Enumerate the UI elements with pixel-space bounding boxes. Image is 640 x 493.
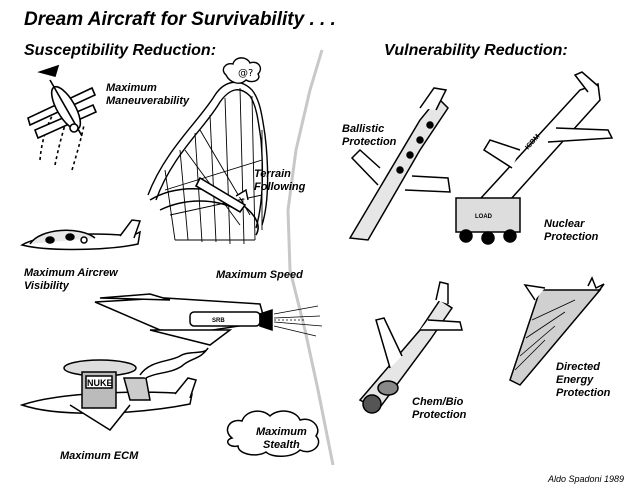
label-line: Protection	[412, 409, 467, 421]
label-chembio-protection: Chem/Bio Protection	[412, 396, 466, 422]
rocket-plane-drawing: SRB	[94, 293, 323, 346]
svg-text:@?: @?	[238, 68, 253, 79]
label-directed-energy-protection: Directed Energy Protection	[556, 361, 610, 400]
stunt-plane-drawing	[27, 64, 98, 171]
label-line: Protection	[556, 387, 611, 399]
gasmask-jet-drawing	[358, 281, 463, 414]
label-line: Maneuverability	[106, 95, 190, 107]
label-line: Directed	[556, 361, 601, 373]
label-line: Chem/Bio	[412, 396, 464, 408]
ecm-plane-drawing: NUKE	[19, 347, 209, 431]
section-heading-vulnerability: Vulnerability Reduction:	[384, 42, 568, 59]
truck-marking: LOAD	[475, 214, 493, 220]
stealth-cloud-drawing	[226, 410, 320, 457]
label-line: Protection	[544, 231, 599, 243]
srb-marking: SRB	[212, 318, 225, 324]
label-max-aircrew-visibility: Maximum Aircrew Visibility	[24, 267, 118, 293]
label-line: Maximum	[256, 426, 307, 438]
artist-signature: Aldo Spadoni 1989	[548, 474, 625, 484]
mirror-jet-drawing	[509, 276, 605, 386]
label-line: Maximum Aircrew	[24, 267, 118, 279]
label-nuclear-protection: Nuclear Protection	[544, 218, 598, 244]
tank-plane-drawing	[348, 87, 451, 241]
label-terrain-following: Terrain Following	[254, 168, 305, 194]
nuke-marking: NUKE	[87, 378, 113, 388]
page-title: Dream Aircraft for Survivability . . .	[24, 9, 336, 30]
label-line: Energy	[556, 374, 594, 386]
label-line: Protection	[342, 136, 397, 148]
label-max-speed: Maximum Speed	[216, 269, 303, 281]
label-ballistic-protection: Ballistic Protection	[342, 123, 396, 149]
center-divider	[286, 49, 335, 466]
label-line: Maximum	[106, 82, 157, 94]
label-max-ecm: Maximum ECM	[60, 450, 139, 462]
label-line: Visibility	[24, 280, 69, 292]
label-max-stealth: Maximum Stealth	[256, 426, 307, 452]
canopy-plane-drawing	[20, 219, 142, 251]
label-line: Ballistic	[342, 123, 385, 135]
section-heading-susceptibility: Susceptibility Reduction:	[24, 42, 217, 59]
label-max-maneuverability: Maximum Maneuverability	[106, 82, 189, 108]
roller-coaster-drawing: @?	[147, 57, 269, 245]
label-line: Terrain	[254, 168, 291, 180]
label-line: Nuclear	[544, 218, 585, 230]
label-line: Stealth	[263, 439, 300, 451]
label-line: Following	[254, 181, 306, 193]
